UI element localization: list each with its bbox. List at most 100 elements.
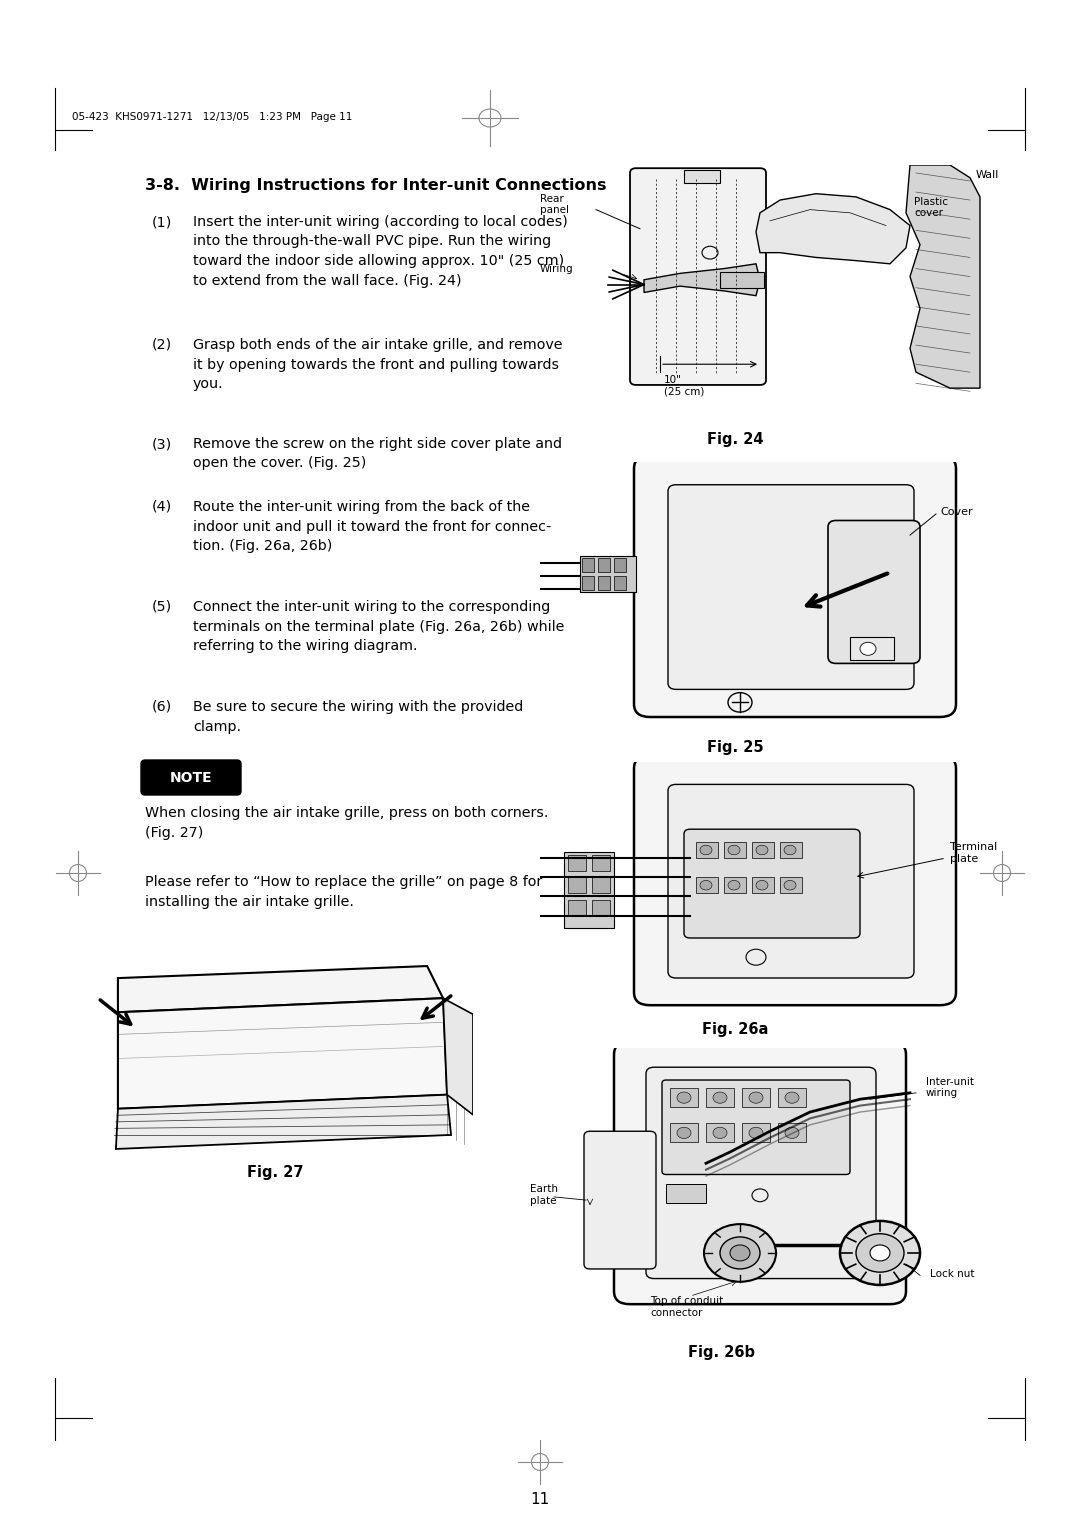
Circle shape [750, 1093, 762, 1103]
Bar [684, 170, 720, 182]
Polygon shape [906, 165, 980, 388]
Bar [696, 877, 718, 894]
Text: Fig. 27: Fig. 27 [246, 1164, 303, 1180]
Bar [696, 842, 718, 859]
Text: Route the inter-unit wiring from the back of the: Route the inter-unit wiring from the bac… [193, 500, 530, 513]
Text: Earth
plate: Earth plate [530, 1184, 558, 1206]
Circle shape [756, 880, 768, 889]
Bar [706, 1123, 734, 1143]
Bar [752, 877, 774, 894]
Text: referring to the wiring diagram.: referring to the wiring diagram. [193, 639, 418, 652]
Bar [706, 1088, 734, 1108]
Text: Fig. 26b: Fig. 26b [689, 1345, 756, 1360]
Bar [850, 637, 894, 660]
Bar [752, 842, 774, 859]
Bar [615, 576, 626, 590]
Text: Insert the inter-unit wiring (according to local codes): Insert the inter-unit wiring (according … [193, 215, 568, 229]
Text: indoor unit and pull it toward the front for connec-: indoor unit and pull it toward the front… [193, 520, 551, 533]
Circle shape [750, 1128, 762, 1138]
Circle shape [870, 1245, 890, 1261]
FancyBboxPatch shape [634, 756, 956, 1005]
Bar [592, 900, 610, 915]
Bar [666, 1184, 706, 1204]
FancyBboxPatch shape [684, 830, 860, 938]
Bar [670, 1123, 698, 1143]
FancyBboxPatch shape [584, 1131, 656, 1268]
Circle shape [785, 1093, 799, 1103]
Circle shape [756, 845, 768, 854]
Circle shape [784, 845, 796, 854]
FancyBboxPatch shape [669, 784, 914, 978]
FancyBboxPatch shape [669, 484, 914, 689]
Polygon shape [118, 966, 443, 1012]
Text: Plastic
cover: Plastic cover [914, 197, 948, 219]
Text: clamp.: clamp. [193, 720, 241, 733]
Bar [568, 900, 586, 915]
Polygon shape [118, 998, 447, 1109]
Text: Fig. 24: Fig. 24 [706, 432, 764, 448]
Polygon shape [443, 998, 473, 1115]
Text: Terminal
plate: Terminal plate [950, 842, 997, 863]
Text: Cover: Cover [940, 507, 973, 518]
Bar [778, 1123, 806, 1143]
Text: Lock nut: Lock nut [930, 1268, 974, 1279]
Bar [778, 1088, 806, 1108]
Text: When closing the air intake grille, press on both corners.: When closing the air intake grille, pres… [145, 805, 549, 821]
Bar [582, 558, 594, 573]
FancyBboxPatch shape [662, 1080, 850, 1175]
Text: Fig. 26a: Fig. 26a [702, 1022, 768, 1038]
Text: terminals on the terminal plate (Fig. 26a, 26b) while: terminals on the terminal plate (Fig. 26… [193, 619, 565, 634]
Bar [724, 877, 746, 894]
Circle shape [785, 1128, 799, 1138]
Circle shape [730, 1245, 750, 1261]
Bar [742, 1123, 770, 1143]
Bar [564, 851, 615, 929]
Circle shape [728, 880, 740, 889]
FancyBboxPatch shape [141, 759, 241, 795]
Text: it by opening towards the front and pulling towards: it by opening towards the front and pull… [193, 358, 559, 371]
Polygon shape [756, 194, 910, 264]
Circle shape [704, 1224, 777, 1282]
Text: Inter-unit
wiring: Inter-unit wiring [926, 1077, 974, 1099]
Bar [568, 877, 586, 894]
FancyBboxPatch shape [630, 168, 766, 385]
Text: open the cover. (Fig. 25): open the cover. (Fig. 25) [193, 457, 366, 471]
Polygon shape [644, 264, 760, 296]
Text: Grasp both ends of the air intake grille, and remove: Grasp both ends of the air intake grille… [193, 338, 563, 351]
Circle shape [700, 880, 712, 889]
Circle shape [860, 642, 876, 656]
Bar [780, 877, 802, 894]
Text: Remove the screw on the right side cover plate and: Remove the screw on the right side cover… [193, 437, 562, 451]
Text: Fig. 25: Fig. 25 [706, 740, 764, 755]
Text: 05-423  KHS0971-1271   12/13/05   1:23 PM   Page 11: 05-423 KHS0971-1271 12/13/05 1:23 PM Pag… [72, 112, 352, 122]
Circle shape [677, 1093, 691, 1103]
Text: Wiring: Wiring [540, 264, 573, 274]
Circle shape [700, 845, 712, 854]
Circle shape [720, 1238, 760, 1268]
Bar [724, 842, 746, 859]
Text: 10"
(25 cm): 10" (25 cm) [664, 376, 704, 397]
Text: (4): (4) [152, 500, 172, 513]
Bar [780, 842, 802, 859]
Text: (3): (3) [152, 437, 172, 451]
Bar [615, 558, 626, 573]
Text: (5): (5) [152, 601, 172, 614]
Text: Be sure to secure the wiring with the provided: Be sure to secure the wiring with the pr… [193, 700, 523, 714]
Text: Please refer to “How to replace the grille” on page 8 for: Please refer to “How to replace the gril… [145, 876, 542, 889]
Text: to extend from the wall face. (Fig. 24): to extend from the wall face. (Fig. 24) [193, 274, 461, 287]
Circle shape [728, 845, 740, 854]
Text: (1): (1) [152, 215, 173, 229]
Bar [568, 854, 586, 871]
FancyBboxPatch shape [615, 1042, 906, 1305]
Text: you.: you. [193, 377, 224, 391]
Bar [598, 576, 610, 590]
Bar [670, 1088, 698, 1108]
FancyBboxPatch shape [828, 521, 920, 663]
Bar [592, 854, 610, 871]
Text: Connect the inter-unit wiring to the corresponding: Connect the inter-unit wiring to the cor… [193, 601, 550, 614]
FancyBboxPatch shape [646, 1067, 876, 1279]
Text: 11: 11 [530, 1491, 550, 1507]
Circle shape [713, 1093, 727, 1103]
Circle shape [677, 1128, 691, 1138]
Bar [598, 558, 610, 573]
